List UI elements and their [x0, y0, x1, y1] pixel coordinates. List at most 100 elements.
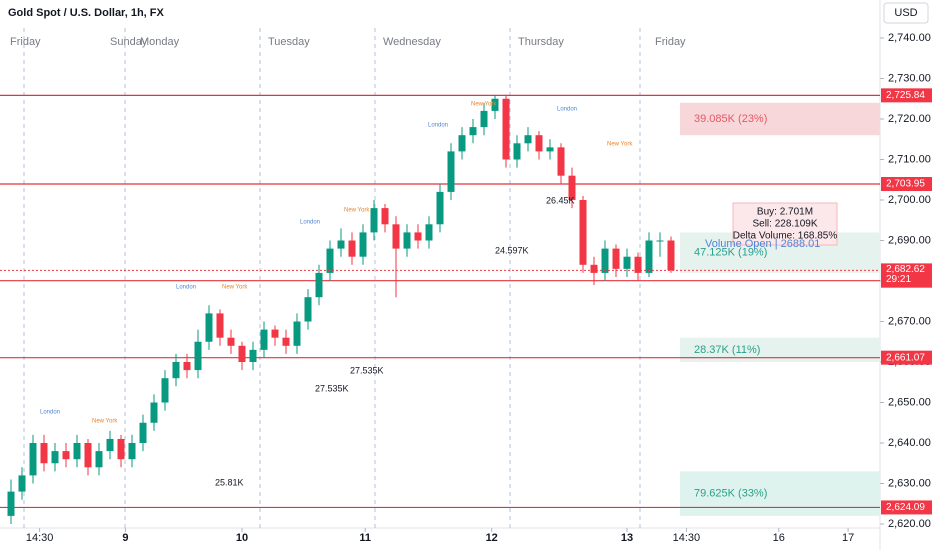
candle-body [282, 337, 290, 346]
x-tick-label: 9 [122, 532, 128, 544]
candle-body [535, 135, 543, 152]
candle-body [480, 110, 488, 128]
day-label: Wednesday [383, 36, 441, 48]
candle-body [359, 232, 367, 257]
candle-body [513, 143, 521, 160]
candle-body [392, 224, 400, 249]
x-tick-label: 16 [773, 532, 785, 544]
candle-body [73, 443, 81, 460]
candle-body [425, 224, 433, 241]
day-label: Tuesday [268, 36, 310, 48]
candle-body [172, 362, 180, 379]
y-tick-label: 2,670.00 [888, 315, 931, 327]
candle-body [568, 175, 576, 200]
currency-button[interactable] [883, 2, 929, 24]
countdown-label: 29:21 [886, 274, 911, 285]
session-label: New York [92, 419, 118, 425]
day-label: Sunday [110, 36, 148, 48]
candle-body [7, 491, 15, 516]
candle-body [557, 147, 565, 176]
candle-body [249, 349, 257, 362]
candle-body [29, 443, 37, 476]
candle-body [260, 329, 268, 350]
session-label: New York [607, 142, 633, 148]
current-price-tag [881, 263, 932, 286]
candle-body [194, 341, 202, 371]
candle-body [403, 232, 411, 249]
candle-body [117, 438, 125, 460]
candle-body [18, 475, 26, 492]
level-tag [881, 88, 932, 103]
candle-body [106, 438, 114, 452]
zone-label: 28.37K (11%) [694, 344, 760, 356]
candle-body [524, 135, 532, 144]
y-tick-label: 2,710.00 [888, 153, 931, 165]
level-tag [881, 500, 932, 515]
session-label: New York [344, 208, 370, 214]
y-tick-label: 2,690.00 [888, 234, 931, 246]
candle-body [370, 208, 378, 233]
candle-body [414, 232, 422, 241]
session-label: London [300, 220, 320, 226]
x-tick-label: 17 [842, 532, 854, 544]
x-tick-label: 13 [621, 532, 633, 544]
info-line: Buy: 2.701M [757, 207, 813, 218]
day-label: Monday [140, 36, 180, 48]
candle-body [205, 313, 213, 342]
y-tick-label: 2,620.00 [888, 518, 931, 530]
y-tick-label: 2,730.00 [888, 72, 931, 84]
currency-label[interactable]: USD [894, 7, 917, 19]
candle-body [381, 208, 389, 225]
candle-body [458, 135, 466, 152]
annotation: 24.597K [495, 245, 529, 255]
candle-body [293, 321, 301, 346]
candle-body [51, 451, 59, 464]
level-tag-label: 2,703.95 [886, 179, 925, 190]
session-label: New York [222, 285, 248, 291]
candle-body [183, 362, 191, 371]
candle-body [447, 151, 455, 192]
annotation: 27.535K [350, 365, 384, 375]
candle-body [502, 98, 510, 160]
candle-body [579, 200, 587, 265]
annotation: 26.45K [546, 195, 575, 205]
candle-body [667, 240, 675, 271]
candle-body [590, 264, 598, 273]
candle-body [271, 329, 279, 338]
x-tick-label: 14:30 [26, 532, 54, 544]
annotation: 27.535K [315, 383, 349, 393]
y-tick-label: 2,740.00 [888, 32, 931, 44]
y-tick-label: 2,720.00 [888, 113, 931, 125]
info-box [732, 202, 838, 246]
current-price-label: 2,682.62 [886, 264, 925, 275]
session-label: New York [471, 102, 497, 108]
zone-label: 79.625K (33%) [694, 488, 767, 500]
candle-body [623, 256, 631, 269]
candle-body [656, 240, 664, 242]
y-tick-label: 2,650.00 [888, 396, 931, 408]
y-tick-label: 2,640.00 [888, 437, 931, 449]
candle-body [601, 248, 609, 273]
day-label: Thursday [518, 36, 564, 48]
candle-body [216, 313, 224, 338]
zone-label: 47.125K (19%) [694, 247, 767, 259]
session-label: London [176, 285, 196, 291]
session-label: London [40, 410, 60, 416]
level-tag [881, 350, 932, 365]
candle-body [546, 147, 554, 152]
candle-body [227, 337, 235, 346]
x-tick-label: 12 [486, 532, 498, 544]
info-line: Sell: 228.109K [752, 219, 817, 230]
candle-body [139, 422, 147, 443]
session-label: London [428, 123, 448, 129]
candle-body [337, 240, 345, 249]
candle-body [95, 451, 103, 468]
level-tag-label: 2,725.84 [886, 90, 925, 101]
annotation: Volume Open | 2688.01 [705, 238, 820, 250]
candle-body [645, 240, 653, 273]
candle-body [40, 443, 48, 464]
y-tick-label: 2,700.00 [888, 194, 931, 206]
zone-label: 39.085K (23%) [694, 113, 767, 125]
